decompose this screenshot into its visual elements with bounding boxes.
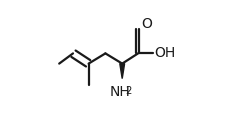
Text: O: O [141, 17, 151, 31]
Polygon shape [119, 64, 124, 79]
Text: NH: NH [109, 85, 130, 99]
Text: OH: OH [154, 46, 175, 60]
Text: 2: 2 [124, 86, 131, 96]
